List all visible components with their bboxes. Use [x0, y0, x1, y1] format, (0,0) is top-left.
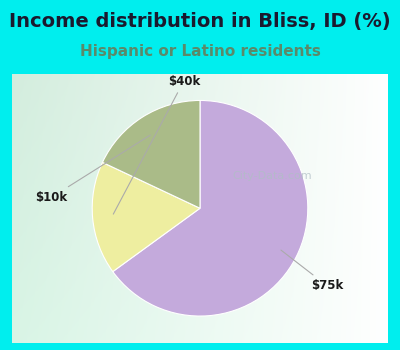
Text: Hispanic or Latino residents: Hispanic or Latino residents [80, 44, 320, 59]
Wedge shape [102, 100, 200, 208]
Text: $75k: $75k [281, 250, 343, 292]
Text: $10k: $10k [35, 135, 150, 204]
Wedge shape [92, 162, 200, 272]
Text: Income distribution in Bliss, ID (%): Income distribution in Bliss, ID (%) [9, 12, 391, 31]
Text: City-Data.com: City-Data.com [232, 171, 312, 181]
Wedge shape [113, 100, 308, 316]
Text: $40k: $40k [113, 75, 200, 214]
